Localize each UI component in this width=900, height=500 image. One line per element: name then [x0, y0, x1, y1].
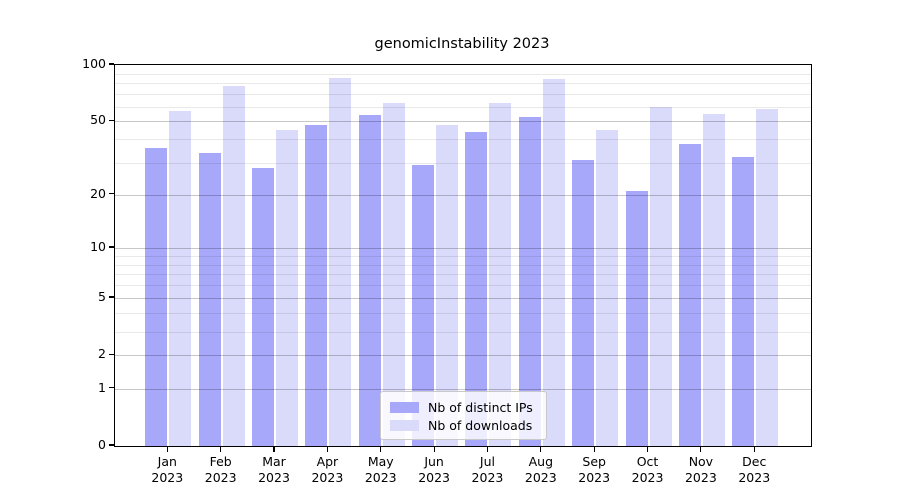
bar-nb-of-distinct-ips-feb [198, 152, 221, 446]
bar-nb-of-downloads-jul [489, 102, 512, 446]
y-axis-tick [109, 444, 114, 446]
x-axis-tick [380, 447, 382, 452]
y-axis-tick-label: 1 [98, 379, 106, 395]
y-axis-tick-label: 100 [82, 56, 106, 71]
bar-nb-of-downloads-jan [169, 110, 192, 446]
bar-nb-of-distinct-ips-apr [305, 124, 328, 446]
y-axis-tick [109, 193, 114, 195]
x-axis-tick [273, 447, 275, 452]
legend-label-distinct-ips: Nb of distinct IPs [428, 399, 533, 415]
bar-nb-of-distinct-ips-nov [678, 143, 701, 446]
bar-nb-of-distinct-ips-oct [625, 190, 648, 446]
x-axis-tick [700, 447, 702, 452]
x-axis-tick [220, 447, 222, 452]
bar-nb-of-distinct-ips-dec [732, 157, 755, 446]
x-axis-tick-label: Mar 2023 [258, 454, 290, 485]
bar-nb-of-distinct-ips-sep [572, 159, 595, 446]
gridline-minor [115, 106, 811, 108]
legend-swatch-downloads [390, 419, 419, 431]
bar-nb-of-distinct-ips-mar [252, 168, 275, 446]
y-axis-tick [109, 246, 114, 248]
bar-nb-of-downloads-feb [222, 86, 245, 446]
y-axis-tick [109, 387, 114, 389]
y-axis-tick [109, 119, 114, 121]
x-axis-tick-label: May 2023 [364, 454, 397, 485]
x-axis-tick [646, 447, 649, 452]
bar-nb-of-downloads-dec [756, 109, 779, 446]
bar-nb-of-downloads-sep [596, 129, 619, 446]
bar-nb-of-downloads-aug [542, 79, 565, 446]
bar-nb-of-downloads-mar [276, 129, 299, 446]
bar-nb-of-distinct-ips-jul [465, 131, 488, 446]
plot-area: Nb of distinct IPs Nb of downloads [114, 64, 812, 447]
x-axis-tick-label: Oct 2023 [631, 454, 664, 485]
x-axis-tick-label: Jul 2023 [471, 454, 504, 485]
bar-nb-of-downloads-nov [702, 113, 725, 446]
bar-nb-of-distinct-ips-aug [518, 116, 541, 446]
y-axis-tick-label: 5 [98, 289, 106, 305]
bar-nb-of-downloads-jun [436, 124, 459, 446]
y-axis-tick-label: 50 [90, 112, 106, 128]
x-axis-tick-label: Nov 2023 [684, 454, 717, 485]
bar-nb-of-downloads-apr [329, 78, 352, 446]
y-axis-tick [109, 296, 114, 298]
legend-row-downloads: Nb of downloads [390, 416, 537, 434]
legend-swatch-distinct-ips [390, 401, 419, 413]
x-axis-tick-label: Jan 2023 [151, 454, 184, 485]
y-axis-tick-label: 2 [98, 346, 106, 362]
bar-nb-of-downloads-oct [649, 106, 672, 446]
y-axis-tick-label: 10 [90, 239, 106, 255]
x-axis-tick [326, 447, 328, 452]
y-axis-tick [109, 63, 114, 65]
bar-nb-of-distinct-ips-jan [145, 147, 168, 446]
x-axis-tick-label: Dec 2023 [738, 454, 771, 485]
x-axis-tick [753, 447, 755, 452]
bar-nb-of-distinct-ips-jun [412, 165, 435, 446]
x-axis-tick [486, 447, 489, 452]
x-axis-tick-label: Feb 2023 [204, 454, 237, 485]
legend: Nb of distinct IPs Nb of downloads [380, 391, 547, 440]
x-axis-tick-label: Aug 2023 [524, 454, 557, 485]
y-axis-tick-label: 20 [90, 185, 106, 201]
y-axis-tick [109, 353, 114, 355]
x-axis-tick [433, 447, 435, 452]
gridline-minor [115, 94, 811, 96]
gridline-minor [115, 73, 811, 75]
chart-title: genomicInstability 2023 [374, 36, 550, 52]
x-axis-tick [593, 447, 595, 452]
bar-nb-of-downloads-may [382, 102, 405, 446]
legend-row-distinct-ips: Nb of distinct IPs [390, 398, 537, 416]
bar-nb-of-distinct-ips-may [358, 115, 381, 446]
y-axis-tick-label: 0 [98, 437, 106, 452]
x-axis-tick-label: Apr 2023 [311, 454, 344, 485]
x-axis-tick [166, 447, 168, 452]
legend-label-downloads: Nb of downloads [428, 417, 533, 433]
gridline-minor [115, 83, 811, 85]
x-axis-tick [540, 447, 542, 452]
x-axis-tick-label: Sep 2023 [578, 454, 611, 485]
x-axis-tick-label: Jun 2023 [418, 454, 450, 485]
